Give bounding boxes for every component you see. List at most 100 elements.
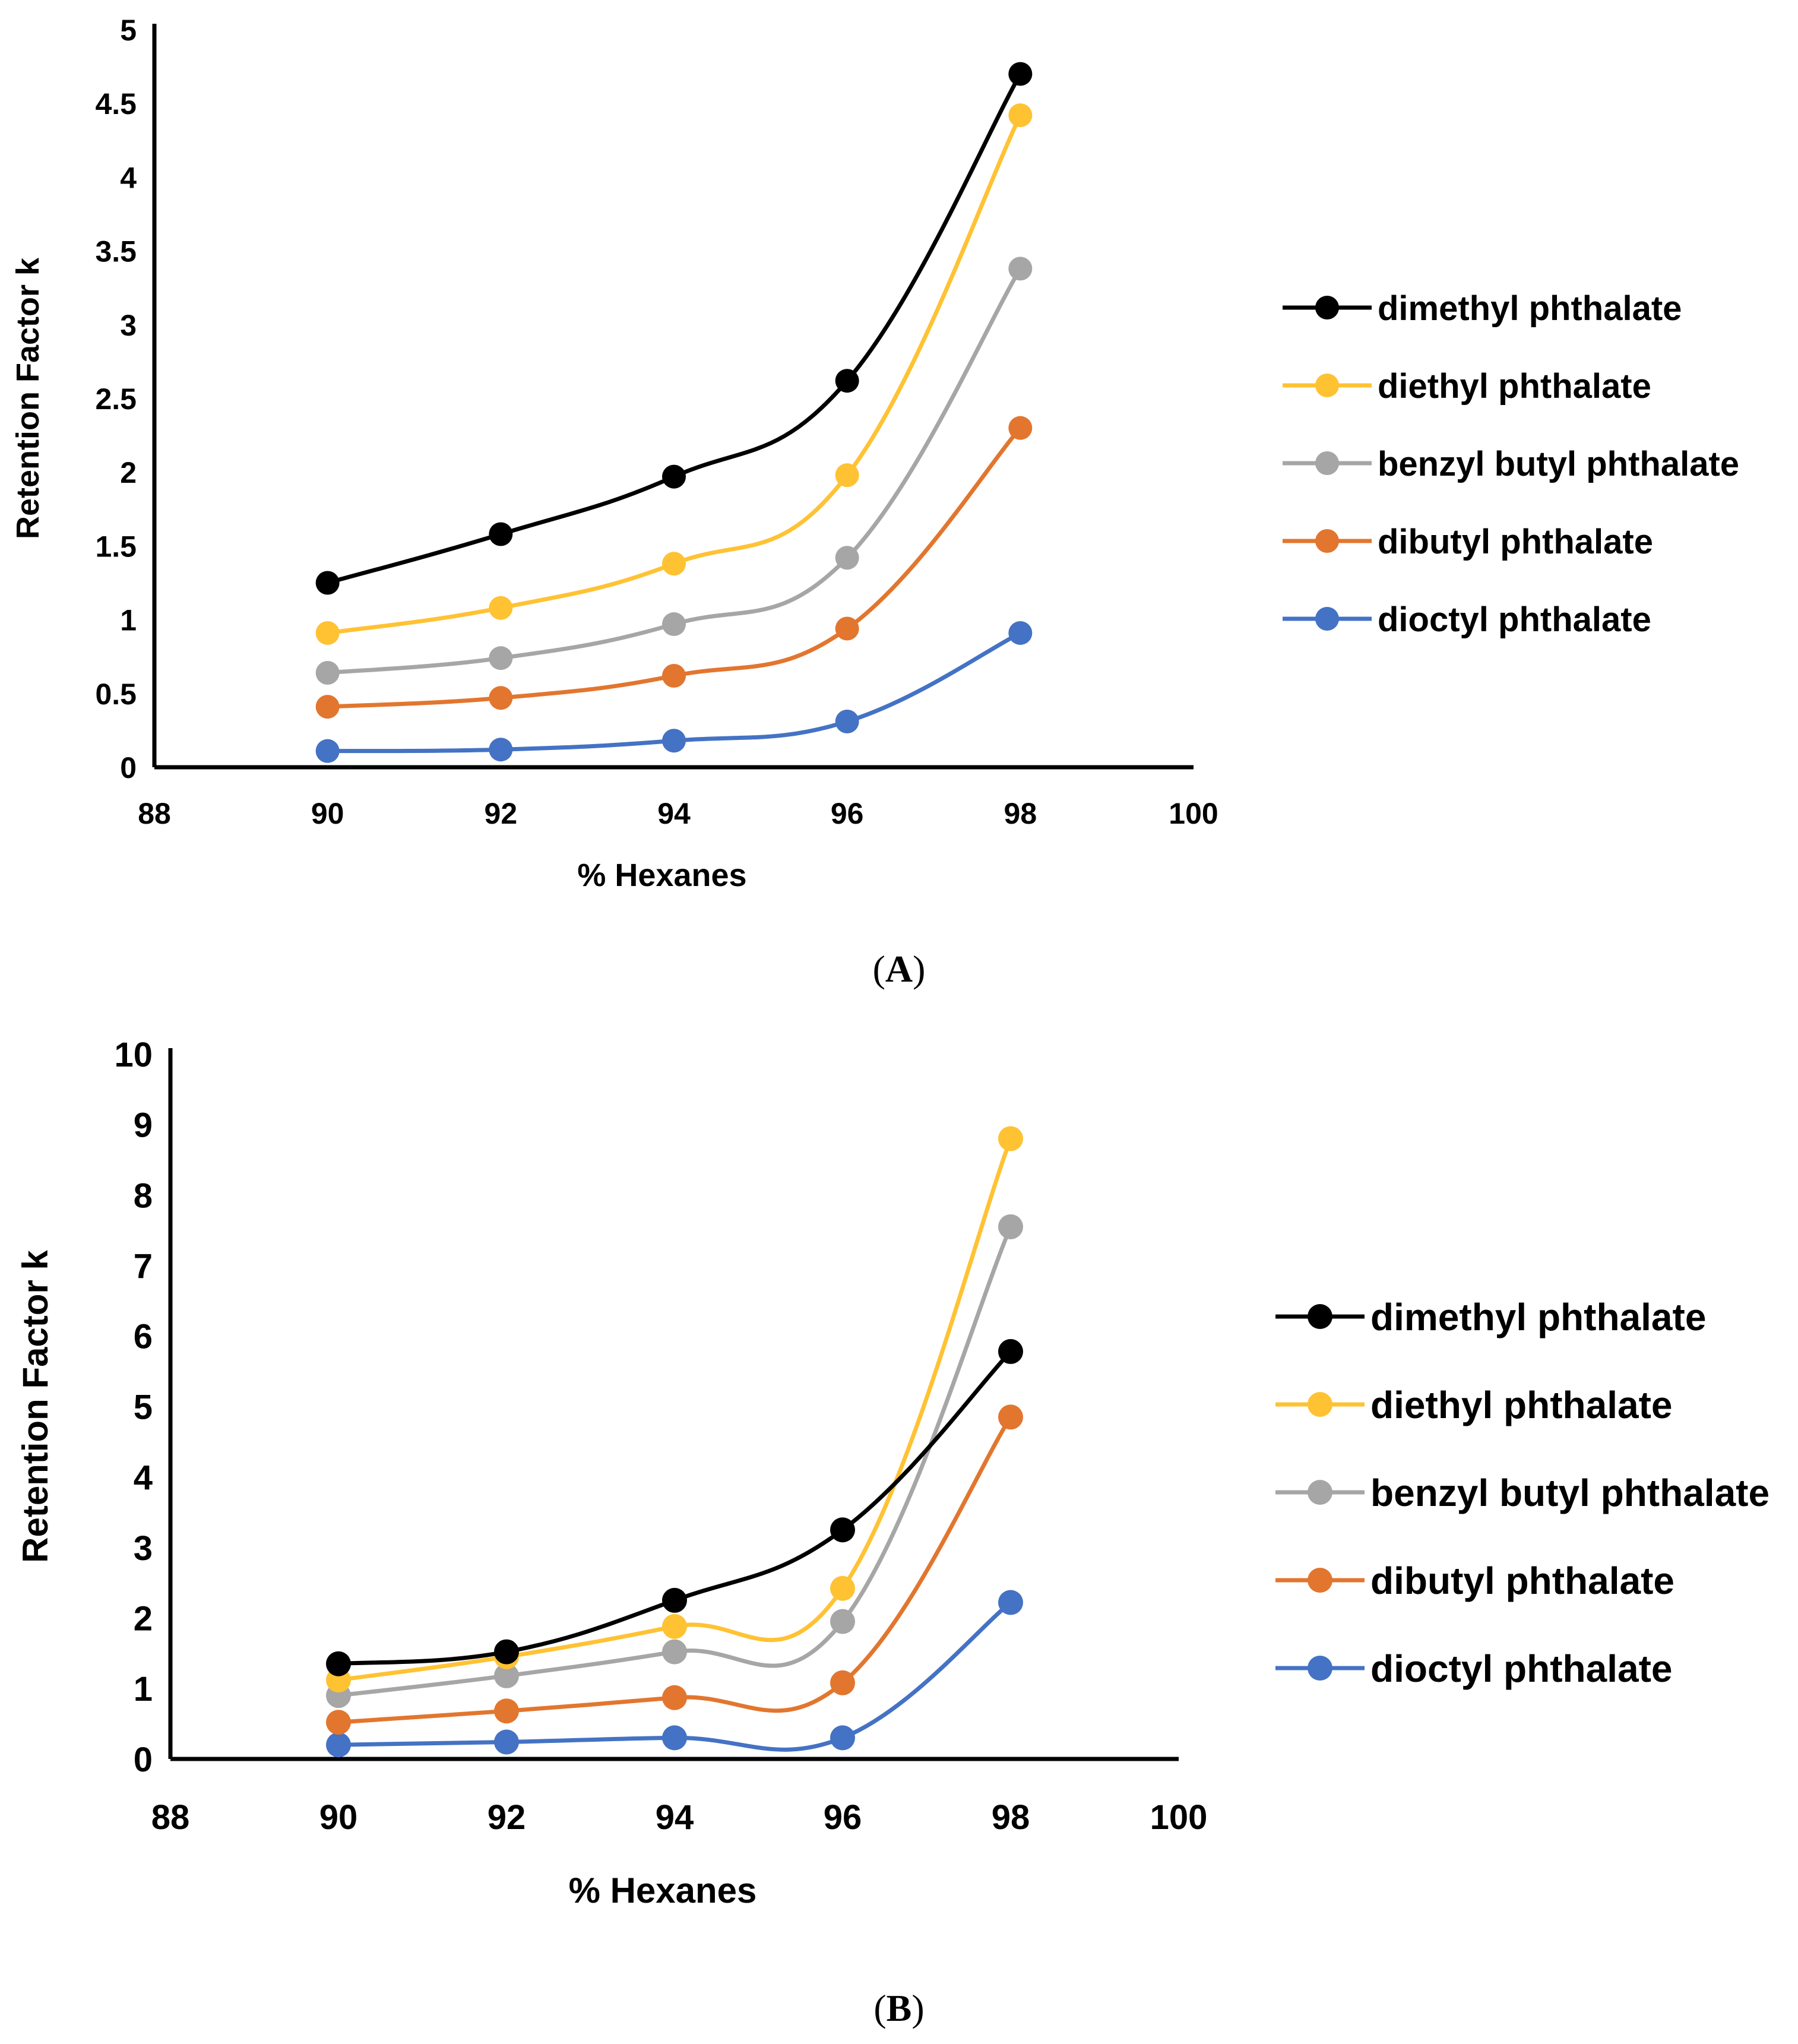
chart-a-svg: 0 0.5 1 1.5 2 2.5 3 3.5 4 4.5 5 88 90 92 94 96 98 100 % He… [10, 14, 1739, 893]
chart-b-legend-marker [1308, 1304, 1332, 1329]
chart-b-y-tick-label: 7 [134, 1247, 153, 1286]
chart-b-data-point [326, 1651, 351, 1676]
chart-b-data-point [662, 1725, 687, 1751]
chart-a-y-tick-label: 1 [120, 604, 137, 637]
chart-a-y-tick-label: 0.5 [95, 678, 137, 711]
chart-a-data-point [1008, 416, 1033, 440]
chart-a-legend-label: benzyl butyl phthalate [1378, 445, 1739, 483]
chart-b-x-tick-label: 98 [992, 1798, 1030, 1837]
chart-a-legend-label: dimethyl phthalate [1378, 289, 1682, 328]
chart-a-legend-marker [1315, 607, 1339, 631]
chart-a-series-line [325, 426, 1023, 709]
chart-a-data-point [662, 663, 686, 688]
chart-a-x-tick-label: 88 [138, 797, 171, 830]
chart-b-legend-label: dioctyl phthalate [1370, 1647, 1673, 1690]
chart-b-data-point [326, 1732, 351, 1758]
chart-a-y-tick-label: 5 [120, 14, 137, 47]
caption-b: (B) [873, 1987, 925, 2029]
chart-b-x-tick-label: 90 [319, 1798, 358, 1837]
chart-a-data-point [315, 661, 340, 685]
chart-a-legend-marker [1315, 529, 1339, 553]
chart-b-y-tick-label: 5 [134, 1388, 153, 1426]
chart-b-data-point [662, 1587, 687, 1613]
chart-a-y-tick-label: 3 [120, 309, 137, 342]
chart-b-x-tick-label: 88 [151, 1798, 190, 1837]
chart-b-svg: 0 1 2 3 4 5 6 7 8 9 10 88 90 92 94 96 98 100 % Hexanes Rete… [15, 1036, 1769, 1910]
chart-b-legend-item: dimethyl phthalate [1275, 1296, 1706, 1339]
chart-a-series-line [325, 113, 1023, 635]
chart-a-series-2 [315, 257, 1033, 685]
chart-a-data-point [1008, 621, 1033, 645]
chart-a-data-point [489, 738, 513, 762]
chart-b-legend-marker [1308, 1568, 1332, 1593]
chart-b-data-point [494, 1729, 519, 1755]
chart-a-data-point [489, 686, 513, 710]
chart-a-x-tick-label: 98 [1004, 797, 1037, 830]
chart-b-x-tick-label: 92 [488, 1798, 526, 1837]
chart-b-data-point [998, 1126, 1023, 1151]
chart-a-legend-marker [1315, 296, 1339, 319]
chart-b-series-line [336, 1224, 1013, 1698]
chart-b-data-point [662, 1639, 687, 1665]
chart-a-legend-item: diethyl phthalate [1283, 367, 1651, 406]
chart-a-legend-label: dioctyl phthalate [1378, 600, 1651, 639]
chart-a-data-point [835, 709, 859, 733]
chart-a-data-point [662, 729, 686, 753]
chart-b-x-tick-label: 96 [824, 1798, 862, 1837]
chart-a-data-point [835, 546, 859, 570]
chart-b-y-tick-label: 1 [134, 1670, 153, 1708]
chart-b-data-point [494, 1663, 519, 1688]
chart-b-legend-item: benzyl butyl phthalate [1275, 1472, 1769, 1514]
chart-a-y-tick-label: 4.5 [95, 87, 137, 121]
chart-a-legend-item: dimethyl phthalate [1283, 289, 1682, 328]
chart-b-x-tick-label: 100 [1150, 1798, 1208, 1837]
chart-b-series-0 [326, 1339, 1023, 1676]
chart-panel-b: 0 1 2 3 4 5 6 7 8 9 10 88 90 92 94 96 98 100 % Hexanes Rete… [0, 1010, 1798, 2044]
chart-b-data-point [830, 1670, 855, 1695]
chart-a-data-point [489, 596, 513, 620]
chart-b-data-point [830, 1517, 855, 1543]
chart-a-data-point [1008, 62, 1033, 86]
chart-a-legend-marker [1315, 374, 1339, 397]
chart-b-data-point [998, 1339, 1023, 1364]
chart-b-y-tick-label: 3 [134, 1529, 153, 1568]
chart-b-series-line [336, 1415, 1013, 1725]
chart-panel-a: 0 0.5 1 1.5 2 2.5 3 3.5 4 4.5 5 88 90 92 94 96 98 100 % He… [0, 0, 1798, 1010]
chart-b-y-tick-label: 0 [134, 1741, 153, 1779]
chart-b-data-point [998, 1214, 1023, 1239]
chart-b-series-line [336, 1136, 1013, 1682]
chart-a-data-point [489, 522, 513, 546]
chart-b-y-tick-label: 10 [114, 1036, 153, 1074]
chart-a-x-tick-label: 90 [311, 797, 344, 830]
chart-b-legend-marker [1308, 1392, 1332, 1417]
chart-a-y-tick-label: 1.5 [95, 530, 137, 563]
chart-b-data-point [830, 1609, 855, 1634]
chart-a-legend-marker [1315, 451, 1339, 475]
chart-a-y-tick-label: 2 [120, 456, 137, 489]
chart-a-y-tick-label: 3.5 [95, 235, 137, 268]
chart-b-series-4 [326, 1590, 1023, 1758]
chart-b-series-2 [326, 1214, 1023, 1708]
caption-a: (A) [872, 948, 926, 990]
chart-a-series-3 [315, 416, 1033, 719]
chart-a-x-tick-label: 96 [831, 797, 864, 830]
chart-a-series-0 [315, 62, 1033, 595]
chart-b-y-tick-label: 6 [134, 1318, 153, 1356]
chart-a-legend-item: dioctyl phthalate [1283, 600, 1651, 639]
chart-b-series-3 [326, 1404, 1023, 1735]
chart-b-x-axis-title: % Hexanes [569, 1871, 757, 1910]
chart-b-data-point [326, 1710, 351, 1735]
chart-b-legend-marker [1308, 1656, 1332, 1681]
chart-a-series-line [325, 266, 1023, 675]
chart-b-legend-label: diethyl phthalate [1370, 1384, 1673, 1426]
chart-b-y-tick-label: 9 [134, 1106, 153, 1145]
chart-b-legend-label: dimethyl phthalate [1370, 1296, 1706, 1339]
chart-a-y-tick-label: 4 [120, 161, 137, 194]
chart-a-data-point [1008, 257, 1033, 281]
chart-a-x-tick-label: 100 [1169, 797, 1218, 830]
chart-a-data-point [835, 463, 859, 488]
chart-a-legend-item: dibutyl phthalate [1283, 523, 1653, 561]
chart-b-data-point [494, 1698, 519, 1724]
chart-b-y-tick-label: 8 [134, 1176, 153, 1215]
chart-b-legend-marker [1308, 1480, 1332, 1505]
